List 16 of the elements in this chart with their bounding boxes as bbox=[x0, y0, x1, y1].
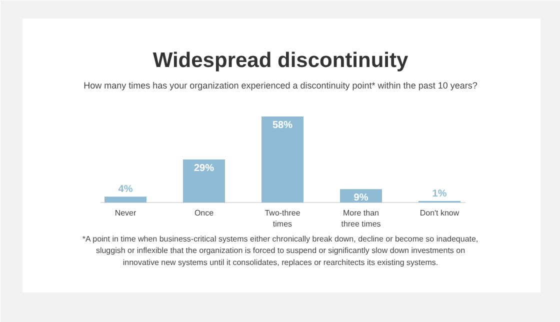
chart-title: Widespread discontinuity bbox=[152, 49, 408, 72]
data-label: 4% bbox=[118, 184, 133, 196]
x-tick-label: Don't know bbox=[420, 208, 460, 218]
x-tick-label: Two-three times bbox=[264, 208, 301, 228]
bar bbox=[183, 160, 225, 202]
bar bbox=[262, 116, 304, 202]
x-tick-label: More than three times bbox=[341, 208, 381, 228]
x-tick-label: Never bbox=[114, 208, 137, 218]
x-tick-label: Once bbox=[194, 208, 214, 218]
data-label: 58% bbox=[272, 120, 293, 131]
bar bbox=[104, 196, 146, 202]
chart-subtitle: How many times has your organization experienced a discontinuity point* within the past 10 years? bbox=[84, 80, 478, 90]
data-label: 29% bbox=[194, 163, 214, 174]
text: *A point in time when business-critical systems either chronically break down, decline or become so inadequate, sluggish or inflexible that the organization is forced to suspend or significantly slow down investments on innovative new systems until it consolidates, replaces or rearchitects its existing systems. bbox=[82, 234, 478, 267]
data-label: 9% bbox=[354, 192, 368, 204]
data-label: 1% bbox=[432, 188, 447, 200]
